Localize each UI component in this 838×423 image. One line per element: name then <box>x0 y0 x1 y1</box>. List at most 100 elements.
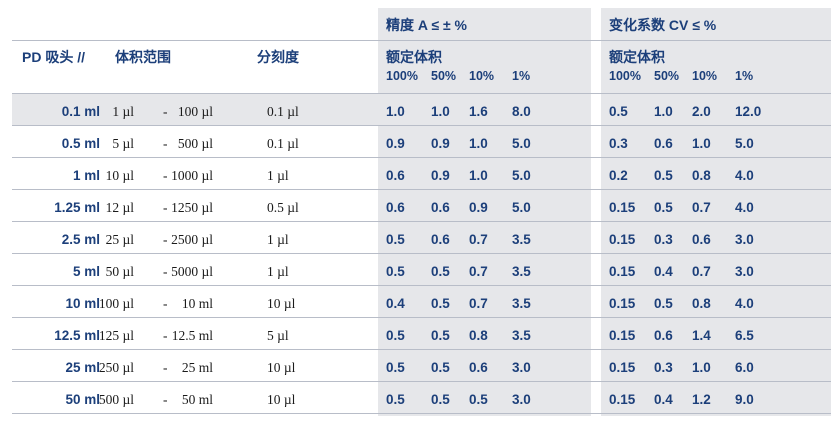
row-accuracy-value: 3.0 <box>512 392 531 407</box>
row-accuracy-value: 0.6 <box>469 360 488 375</box>
row-pd-tip: 0.1 ml <box>61 104 100 119</box>
row-cv-value: 4.0 <box>735 296 754 311</box>
row-accuracy-value: 1.0 <box>469 168 488 183</box>
row-volume-max: 1250 µl <box>171 200 213 215</box>
row-divider <box>12 253 831 254</box>
accuracy-shade <box>378 8 591 416</box>
row-accuracy-value: 0.5 <box>469 392 488 407</box>
cv-pct-1: 1% <box>735 69 754 83</box>
acc-pct-10: 10% <box>469 69 495 83</box>
row-graduation: 5 µl <box>267 328 289 343</box>
row-accuracy-value: 5.0 <box>512 168 531 183</box>
row-accuracy-value: 0.5 <box>386 232 405 247</box>
cv-pct-10: 10% <box>692 69 718 83</box>
row-cv-value: 0.15 <box>609 296 636 311</box>
row-accuracy-value: 1.0 <box>469 136 488 151</box>
row-cv-value: 1.0 <box>654 104 673 119</box>
row-cv-value: 1.4 <box>692 328 711 343</box>
row-volume-max: 500 µl <box>177 136 213 151</box>
row-accuracy-value: 0.6 <box>431 200 450 215</box>
left-row-shade-1 <box>12 94 378 125</box>
row-divider <box>12 125 831 126</box>
acc-pct-100: 100% <box>386 69 418 83</box>
row-volume-sep: - <box>163 136 168 151</box>
row-divider <box>12 349 831 350</box>
row-cv-value: 4.0 <box>735 200 754 215</box>
row-pd-tip: 50 ml <box>65 392 100 407</box>
row-accuracy-value: 0.5 <box>386 360 405 375</box>
row-volume-min: 12 µl <box>105 200 134 215</box>
row-cv-value: 1.0 <box>692 136 711 151</box>
row-accuracy-value: 0.5 <box>386 392 405 407</box>
row-pd-tip: 10 ml <box>65 296 100 311</box>
row-pd-tip: 5 ml <box>72 264 100 279</box>
row-cv-value: 0.15 <box>609 392 636 407</box>
row-graduation: 0.1 µl <box>267 136 299 151</box>
row-accuracy-value: 0.5 <box>386 328 405 343</box>
row-accuracy-value: 0.9 <box>386 136 405 151</box>
row-cv-value: 0.5 <box>609 104 628 119</box>
row-accuracy-value: 0.8 <box>469 328 488 343</box>
row-accuracy-value: 0.5 <box>431 264 450 279</box>
row-pd-tip: 1 ml <box>72 168 100 183</box>
row-pd-tip: 1.25 ml <box>54 200 100 215</box>
row-cv-value: 0.6 <box>654 328 673 343</box>
row-cv-value: 0.3 <box>609 136 628 151</box>
row-cv-value: 0.15 <box>609 264 636 279</box>
row-volume-max: 100 µl <box>177 104 213 119</box>
row-volume-sep: - <box>163 168 168 183</box>
row-accuracy-value: 0.5 <box>431 360 450 375</box>
row-cv-value: 1.0 <box>692 360 711 375</box>
col-header-pd: PD 吸头 // <box>22 49 86 65</box>
row-graduation: 10 µl <box>267 360 296 375</box>
row-accuracy-value: 3.5 <box>512 296 531 311</box>
row-accuracy-value: 1.6 <box>469 104 488 119</box>
row-divider <box>12 157 831 158</box>
row-accuracy-value: 0.5 <box>431 392 450 407</box>
row-accuracy-value: 0.9 <box>431 136 450 151</box>
row-cv-value: 0.15 <box>609 232 636 247</box>
row-graduation: 10 µl <box>267 296 296 311</box>
cv-shade <box>601 8 831 416</box>
row-graduation: 0.1 µl <box>267 104 299 119</box>
row-accuracy-value: 0.7 <box>469 264 488 279</box>
row-pd-tip: 12.5 ml <box>54 328 100 343</box>
row-cv-value: 12.0 <box>735 104 762 119</box>
row-cv-value: 0.3 <box>654 232 673 247</box>
row-pd-tip: 0.5 ml <box>61 136 100 151</box>
row-accuracy-value: 0.4 <box>386 296 405 311</box>
cv-subtitle: 额定体积 <box>609 49 665 65</box>
row-graduation: 1 µl <box>267 232 289 247</box>
row-volume-sep: - <box>163 392 168 407</box>
row-cv-value: 2.0 <box>692 104 711 119</box>
acc-pct-1: 1% <box>512 69 531 83</box>
row-cv-value: 0.15 <box>609 360 636 375</box>
row-cv-value: 0.15 <box>609 200 636 215</box>
row-cv-value: 0.7 <box>692 200 711 215</box>
row-accuracy-value: 0.5 <box>386 264 405 279</box>
row-volume-sep: - <box>163 104 168 119</box>
row-accuracy-value: 8.0 <box>512 104 531 119</box>
cv-title: 变化系数 CV ≤ % <box>609 17 717 33</box>
row-accuracy-value: 5.0 <box>512 136 531 151</box>
row-graduation: 0.5 µl <box>267 200 299 215</box>
row-accuracy-value: 3.5 <box>512 328 531 343</box>
col-header-graduation: 分刻度 <box>257 49 299 65</box>
row-volume-min: 50 µl <box>105 264 134 279</box>
row-accuracy-value: 3.0 <box>512 360 531 375</box>
row-accuracy-value: 0.5 <box>431 328 450 343</box>
row-volume-sep: - <box>163 360 168 375</box>
row-cv-value: 0.5 <box>654 168 673 183</box>
table-top-rule <box>12 93 831 94</box>
row-cv-value: 0.4 <box>654 264 673 279</box>
row-cv-value: 5.0 <box>735 136 754 151</box>
row-volume-min: 250 µl <box>98 360 134 375</box>
row-cv-value: 0.15 <box>609 328 636 343</box>
row-volume-sep: - <box>163 232 168 247</box>
row-accuracy-value: 0.7 <box>469 232 488 247</box>
row-volume-sep: - <box>163 296 168 311</box>
row-volume-min: 5 µl <box>112 136 134 151</box>
cv-pct-50: 50% <box>654 69 680 83</box>
row-accuracy-value: 0.6 <box>386 200 405 215</box>
row-accuracy-value: 0.6 <box>431 232 450 247</box>
